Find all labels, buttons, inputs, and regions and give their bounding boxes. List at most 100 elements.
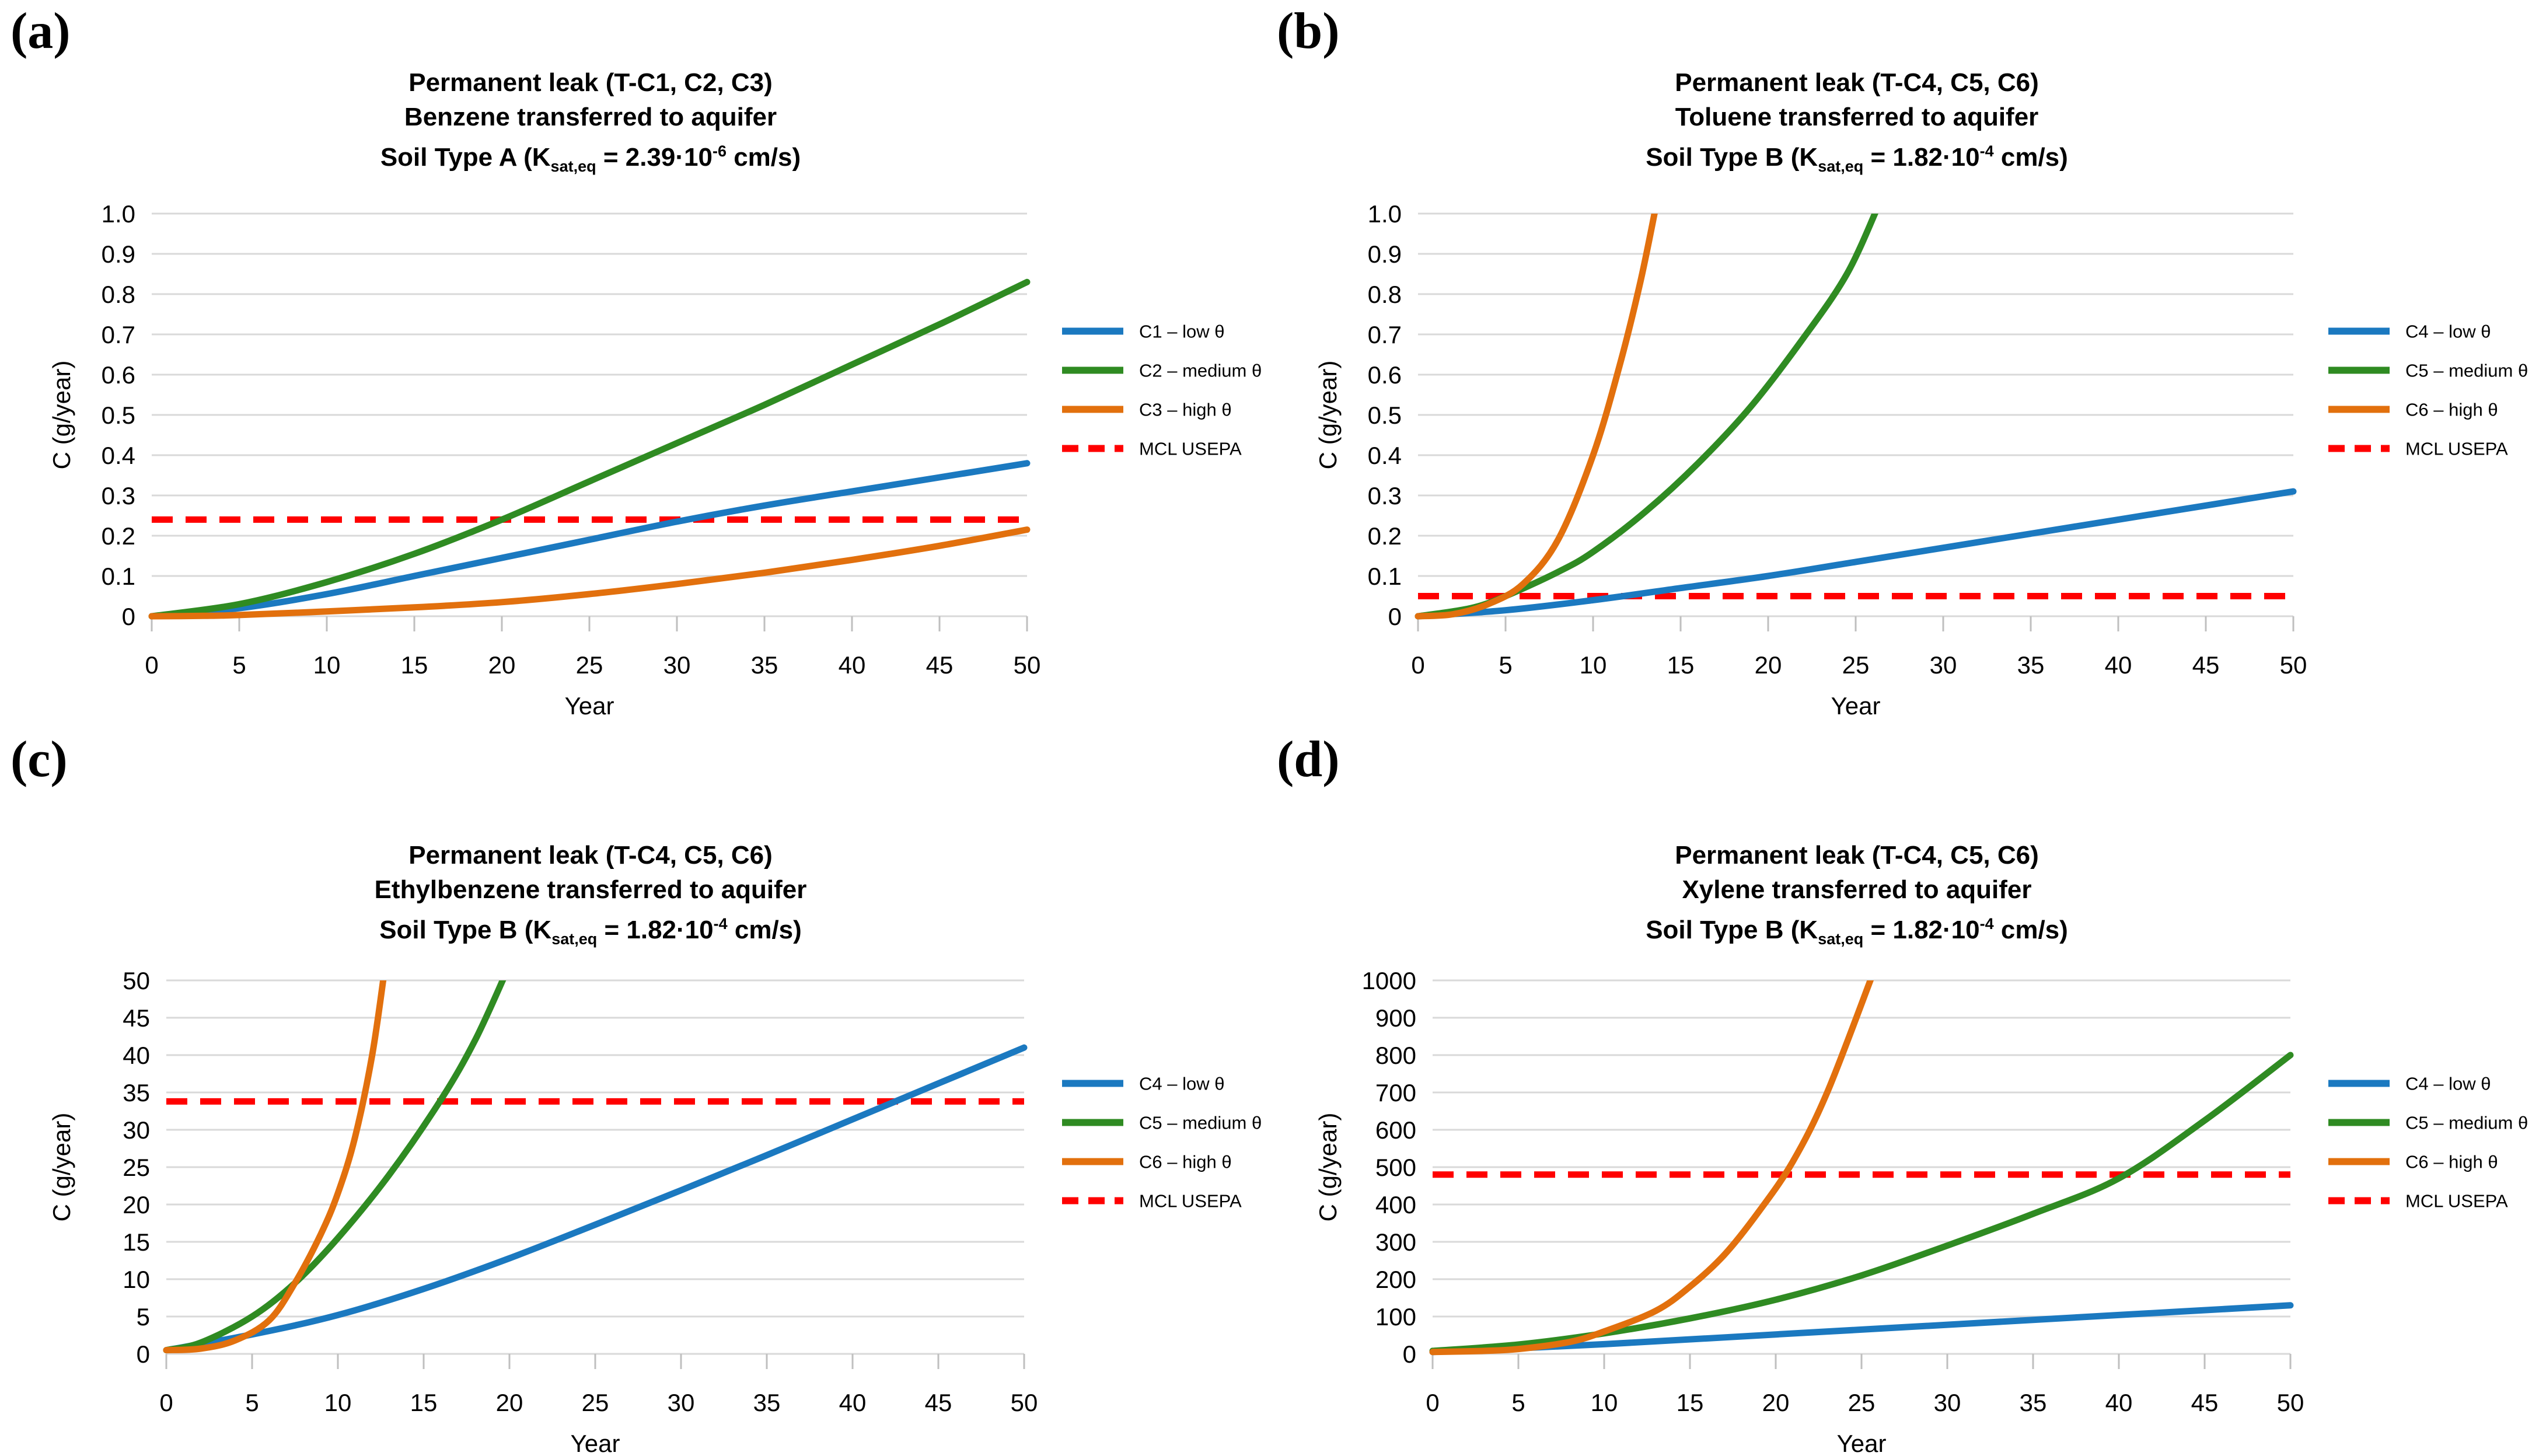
x-tick-label: 40 <box>839 1389 867 1416</box>
series-line-c6-high-theta <box>1429 980 1874 1356</box>
x-tick-label: 20 <box>1762 1389 1790 1416</box>
chart-title-d: Permanent leak (T-C4, C5, C6) Xylene tra… <box>1507 838 2207 956</box>
y-tick-label: 0.9 <box>102 240 135 268</box>
y-tick-label: 0.5 <box>1368 401 1402 429</box>
panel-letter-b: (b) <box>1277 3 1340 60</box>
panel-a: (a) Permanent leak (T-C1, C2, C3) Benzen… <box>0 0 1266 728</box>
x-tick-label: 50 <box>2280 651 2307 679</box>
series-line-c4-low-theta <box>163 1044 1028 1354</box>
y-tick-label: 500 <box>1375 1154 1416 1181</box>
x-axis-title: Year <box>571 1430 620 1456</box>
y-axis-title: C (g/year) <box>48 361 75 470</box>
series-line-c6-high-theta <box>163 980 387 1354</box>
chart-subtitle: Soil Type B (Ksat,eq = 1.82·10-4 cm/s) <box>379 915 802 948</box>
x-tick-label: 45 <box>925 1389 952 1416</box>
series-line-c1-low-theta <box>148 460 1031 620</box>
y-tick-label: 25 <box>123 1154 150 1181</box>
x-tick-label: 0 <box>145 651 158 679</box>
y-tick-label: 15 <box>123 1228 150 1256</box>
chart-subtitle: Soil Type B (Ksat,eq = 1.82·10-4 cm/s) <box>1646 915 2068 948</box>
series-line-c6-high-theta <box>1415 214 1658 620</box>
y-tick-label: 800 <box>1375 1042 1416 1069</box>
series-line-c4-low-theta <box>1429 1302 2294 1356</box>
legend-label-c5-medium-theta: C5 – medium θ <box>2405 1113 2528 1133</box>
x-tick-label: 15 <box>401 651 428 679</box>
y-tick-label: 900 <box>1375 1004 1416 1032</box>
legend-label-c6-high-theta: C6 – high θ <box>2405 1152 2498 1172</box>
y-tick-label: 0.7 <box>1368 321 1402 348</box>
y-tick-label: 0.5 <box>102 401 135 429</box>
series-line-c5-medium-theta <box>1429 1052 2294 1354</box>
legend-label-mcl-usepa: MCL USEPA <box>1139 439 1242 459</box>
x-tick-label: 40 <box>839 651 866 679</box>
chart-title-line2: Benzene transferred to aquifer <box>404 103 777 131</box>
x-tick-label: 15 <box>1677 1389 1704 1416</box>
chart-canvas-b: 1.0 0.9 0.8 0.7 0.6 0.5 0.4 0.3 0.2 0.1 00 5 10 15 20 2… <box>1314 200 2528 720</box>
chart-title-line2: Xylene transferred to aquifer <box>1682 875 2032 904</box>
y-tick-label: 0.2 <box>102 522 135 550</box>
legend-label-c4-low-theta: C4 – low θ <box>1139 1074 1224 1094</box>
x-axis-title: Year <box>1831 692 1881 720</box>
x-tick-label: 20 <box>488 651 516 679</box>
y-tick-label: 0.9 <box>1368 240 1402 268</box>
x-tick-label: 10 <box>1580 651 1607 679</box>
x-tick-label: 10 <box>313 651 341 679</box>
legend-label-c1-low-theta: C1 – low θ <box>1139 322 1224 342</box>
x-tick-label: 15 <box>1667 651 1695 679</box>
y-tick-label: 0.3 <box>1368 482 1402 509</box>
legend-label-c2-medium-theta: C2 – medium θ <box>1139 361 1262 381</box>
panel-d: (d) Permanent leak (T-C4, C5, C6) Xylene… <box>1266 728 2532 1456</box>
y-tick-label: 0.8 <box>1368 281 1402 308</box>
series-line-c5-medium-theta <box>1415 214 1878 620</box>
y-tick-label: 35 <box>123 1079 150 1106</box>
x-tick-label: 10 <box>324 1389 352 1416</box>
panel-b: (b) Permanent leak (T-C4, C5, C6) Toluen… <box>1266 0 2532 728</box>
legend-label-c6-high-theta: C6 – high θ <box>2405 400 2498 420</box>
y-tick-label: 0.3 <box>102 482 135 509</box>
series-line-c2-medium-theta <box>148 278 1031 620</box>
y-tick-label: 0 <box>122 603 135 630</box>
y-tick-label: 0 <box>137 1340 150 1368</box>
x-tick-label: 20 <box>1755 651 1782 679</box>
y-tick-label: 100 <box>1375 1303 1416 1331</box>
x-tick-label: 35 <box>2020 1389 2047 1416</box>
x-tick-label: 40 <box>2105 1389 2133 1416</box>
y-tick-label: 400 <box>1375 1191 1416 1218</box>
legend-label-c4-low-theta: C4 – low θ <box>2405 322 2491 342</box>
x-tick-label: 45 <box>926 651 954 679</box>
y-tick-label: 0.2 <box>1368 522 1402 550</box>
legend-label-c6-high-theta: C6 – high θ <box>1139 1152 1232 1172</box>
x-tick-label: 25 <box>582 1389 609 1416</box>
y-tick-label: 700 <box>1375 1079 1416 1106</box>
y-tick-label: 20 <box>123 1191 150 1218</box>
legend-label-c4-low-theta: C4 – low θ <box>2405 1074 2491 1094</box>
y-tick-label: 300 <box>1375 1228 1416 1256</box>
x-tick-label: 35 <box>753 1389 781 1416</box>
x-tick-label: 25 <box>1848 1389 1876 1416</box>
y-tick-label: 30 <box>123 1116 150 1144</box>
legend-label-c5-medium-theta: C5 – medium θ <box>1139 1113 1262 1133</box>
x-tick-label: 25 <box>576 651 603 679</box>
y-axis-title: C (g/year) <box>48 1113 75 1222</box>
chart-title-line1: Permanent leak (T-C1, C2, C3) <box>408 68 773 97</box>
x-tick-label: 30 <box>1934 1389 1961 1416</box>
y-tick-label: 1000 <box>1362 967 1416 994</box>
x-tick-label: 10 <box>1591 1389 1618 1416</box>
y-tick-label: 45 <box>123 1004 150 1032</box>
panel-letter-c: (c) <box>11 731 68 788</box>
chart-title-line1: Permanent leak (T-C4, C5, C6) <box>1675 841 2039 870</box>
y-tick-label: 0 <box>1388 603 1402 630</box>
x-tick-label: 20 <box>496 1389 523 1416</box>
y-tick-label: 0 <box>1403 1340 1416 1368</box>
y-tick-label: 0.7 <box>102 321 135 348</box>
chart-title-a: Permanent leak (T-C1, C2, C3) Benzene tr… <box>240 65 941 184</box>
chart-subtitle: Soil Type B (Ksat,eq = 1.82·10-4 cm/s) <box>1646 142 2068 175</box>
panel-letter-d: (d) <box>1277 731 1340 788</box>
series-line-c5-medium-theta <box>163 980 507 1354</box>
x-tick-label: 45 <box>2191 1389 2219 1416</box>
x-tick-label: 0 <box>1426 1389 1439 1416</box>
x-tick-label: 50 <box>1014 651 1041 679</box>
legend-label-mcl-usepa: MCL USEPA <box>1139 1191 1242 1211</box>
y-axis-title: C (g/year) <box>1314 361 1342 470</box>
